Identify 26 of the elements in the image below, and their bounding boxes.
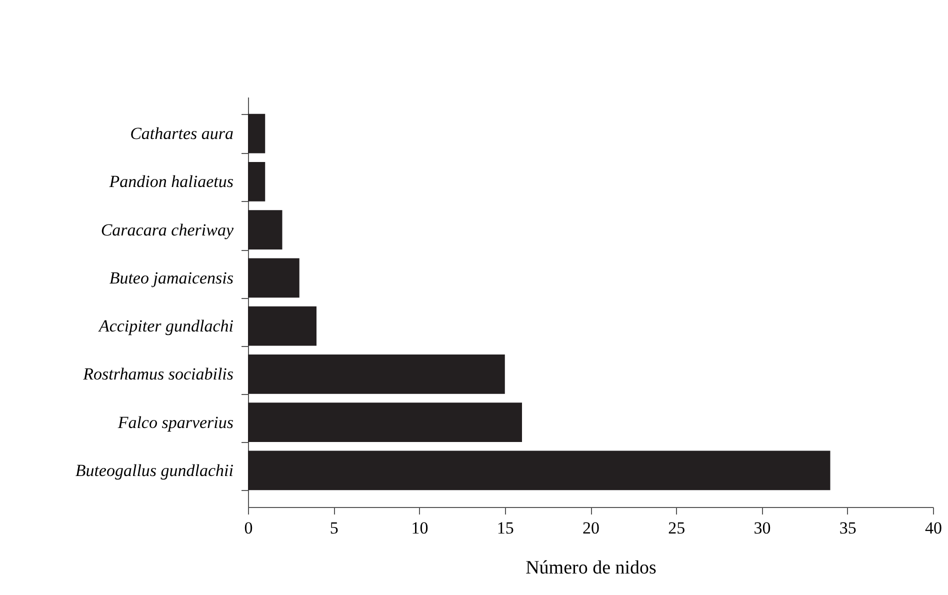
x-tick-label: 35: [839, 518, 856, 538]
bar: [248, 258, 300, 298]
y-tick-label: Caracara cheriway: [100, 220, 234, 240]
x-tick-label: 25: [668, 518, 686, 538]
x-tick-label: 40: [925, 518, 942, 538]
bar: [248, 354, 505, 394]
bar: [248, 402, 522, 442]
x-tick-label: 5: [330, 518, 338, 538]
bar: [248, 306, 316, 346]
y-tick-label: Cathartes aura: [130, 124, 234, 144]
y-tick-label: Rostrhamus sociabilis: [82, 364, 234, 384]
y-tick-label: Buteogallus gundlachii: [75, 460, 234, 480]
x-tick-label: 15: [496, 518, 514, 538]
x-tick-label: 10: [411, 518, 428, 538]
y-tick-label: Buteo jamaicensis: [109, 268, 234, 288]
x-tick-label: 20: [582, 518, 600, 538]
bar: [248, 210, 282, 250]
y-tick-label: Falco sparverius: [116, 412, 234, 432]
bar: [248, 114, 266, 154]
x-tick-label: 0: [244, 518, 253, 538]
y-tick-label: Accipiter gundlachi: [98, 316, 234, 336]
x-axis-title: Número de nidos: [526, 558, 656, 578]
bar: [248, 450, 830, 490]
y-tick-label: Pandion haliaetus: [108, 172, 234, 192]
bar: [248, 162, 266, 202]
x-tick-label: 30: [754, 518, 771, 538]
